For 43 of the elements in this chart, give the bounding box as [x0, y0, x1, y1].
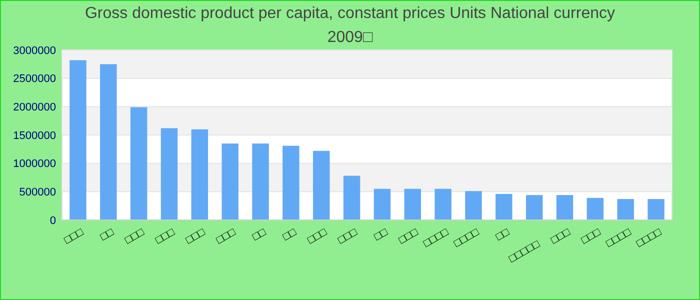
bar — [70, 60, 86, 220]
x-tick-label: □□□ — [336, 226, 360, 247]
y-tick-label: 1000000 — [13, 158, 56, 170]
bar — [404, 188, 421, 220]
y-tick-label: 0 — [50, 214, 56, 227]
x-tick-label: □□□ — [123, 226, 147, 247]
bar — [374, 188, 391, 220]
y-tick-label: 2000000 — [13, 102, 56, 114]
x-tick-label: □□□ — [548, 226, 573, 247]
x-tick-label: □□□ — [153, 226, 178, 247]
bar — [648, 199, 664, 220]
bar — [191, 129, 208, 220]
x-tick-label: □□□ — [62, 226, 86, 247]
bar — [496, 194, 512, 220]
x-tick-label: □□□ — [579, 226, 603, 247]
bar — [465, 191, 482, 220]
x-tick-label: □□□ — [306, 226, 330, 247]
bar — [556, 195, 574, 220]
y-tick-label: 500000 — [19, 186, 56, 199]
bar — [617, 199, 634, 220]
y-tick-label: 2500000 — [13, 73, 56, 86]
bar — [586, 198, 604, 220]
bar — [312, 150, 330, 220]
x-tick-label: □□ — [280, 226, 299, 244]
bar — [343, 176, 360, 220]
bar — [526, 195, 543, 220]
x-tick-label: □□ — [98, 226, 116, 244]
chart-title: Gross domestic product per capita, constant prices Units National currency 2009□ — [84, 5, 616, 46]
bar — [434, 188, 452, 220]
bar — [222, 144, 238, 220]
x-tick-label: □□ — [372, 226, 390, 244]
x-tick-label: □□□ — [396, 226, 420, 247]
x-tick-label: □□ — [494, 226, 512, 244]
y-tick-label: 1500000 — [13, 130, 56, 142]
bar — [160, 128, 178, 220]
bar — [252, 144, 269, 220]
x-tick-label: □□□ — [184, 226, 208, 247]
x-tick-label: □□□ — [214, 226, 238, 247]
x-tick-label: □□ — [250, 226, 268, 244]
bar — [130, 107, 148, 220]
bar — [100, 64, 117, 220]
y-tick-label: 3000000 — [13, 44, 56, 57]
bar — [282, 146, 300, 220]
